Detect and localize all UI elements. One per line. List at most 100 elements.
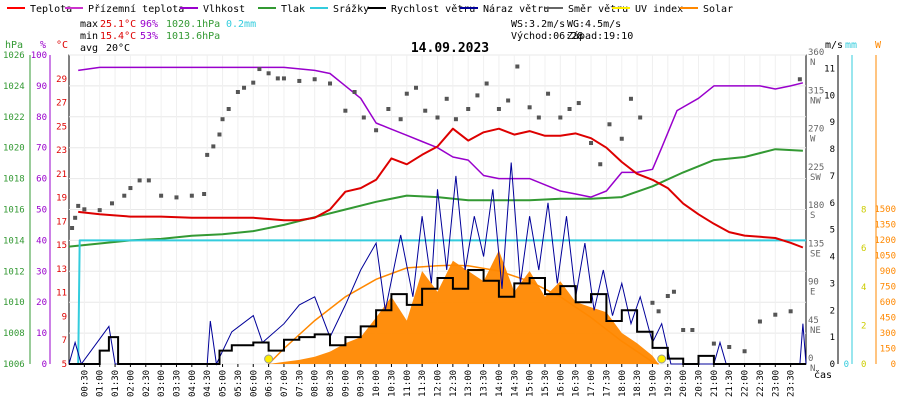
tick-label-dir: S: [810, 211, 815, 221]
stats-block: max 25.1°C 96% 1020.1hPa 0.2mm min 15.4°…: [80, 19, 633, 54]
wind-direction-point: [189, 193, 194, 198]
tick-label-degc: 9: [62, 312, 67, 322]
solar-max-line: [268, 264, 659, 365]
x-tick-label: 20:30: [695, 370, 705, 397]
wind-direction-point: [536, 115, 541, 120]
legend-swatch: [545, 7, 563, 9]
x-tick-label: 17:30: [602, 370, 612, 397]
tick-label-pct: 90: [36, 82, 47, 92]
x-tick-label: 10:30: [387, 370, 397, 397]
tick-label-w: 600: [880, 298, 896, 308]
wind-direction-point: [527, 105, 532, 110]
stat-avg-temp: 20°C: [106, 43, 130, 54]
legend-label: Srážky: [333, 3, 369, 15]
wind-direction-point: [788, 309, 793, 314]
tick-label-ms: 4: [830, 253, 835, 263]
wind-direction-point: [656, 309, 661, 314]
legend-swatch: [180, 7, 198, 9]
x-tick-label: 21:30: [725, 370, 735, 397]
tick-label-ms: 3: [830, 279, 835, 289]
wind-direction-point: [506, 98, 511, 103]
wind-direction-point: [797, 77, 802, 82]
unit-degc: °C: [56, 40, 68, 51]
tick-label-degc: 25: [56, 122, 67, 132]
x-tick-label: 04:30: [203, 370, 213, 397]
tick-label-w: 0: [891, 360, 896, 370]
tick-label-dir: E: [810, 288, 815, 298]
x-tick-label: 05:00: [219, 370, 229, 397]
x-tick-label: 01:00: [96, 370, 106, 397]
tick-label-w: 150: [880, 345, 896, 355]
wind-direction-point: [137, 178, 142, 183]
wind-direction-point: [475, 93, 480, 98]
x-tick-label: 00:30: [80, 370, 90, 397]
tick-label-hpa: 1012: [3, 267, 25, 277]
legend-label: Solar: [703, 4, 733, 15]
tick-label-pct: 80: [36, 113, 47, 123]
x-tick-label: 18:00: [618, 370, 628, 397]
wind-direction-point: [217, 132, 222, 137]
tick-label-dir: N: [810, 364, 815, 374]
tick-label-ms: 10: [824, 91, 835, 101]
left-axes: 1006100810101012101410161018102010221024…: [3, 51, 67, 370]
x-tick-label: 23:00: [771, 370, 781, 397]
x-tick-label: 04:00: [188, 370, 198, 397]
tick-label-w: 450: [880, 314, 896, 324]
tick-label-ms: 2: [830, 306, 835, 316]
tick-label-hpa: 1006: [3, 360, 25, 370]
wind-direction-point: [690, 328, 695, 332]
tick-label-hpa: 1008: [3, 329, 25, 339]
unit-time: čas: [814, 369, 832, 381]
tick-label-mm: 0: [844, 360, 849, 370]
series-humidity: [78, 66, 804, 198]
stat-max-rain: 0.2mm: [226, 19, 256, 30]
uv-marker: [264, 354, 274, 364]
unit-mm: mm: [845, 40, 857, 51]
tick-label-dir: N: [810, 58, 815, 68]
x-tick-label: 21:00: [710, 370, 720, 397]
wind-direction-point: [742, 349, 747, 354]
tick-label-w: 1350: [874, 221, 896, 231]
x-tick-label: 03:30: [172, 370, 182, 397]
stat-min-press: 1013.6hPa: [166, 31, 220, 42]
x-tick-label: 09:30: [357, 370, 367, 397]
x-tick-label: 11:00: [403, 370, 413, 397]
wind-direction-point: [414, 85, 419, 90]
wind-direction-point: [82, 207, 87, 212]
wind-direction-point: [73, 215, 78, 220]
wind-direction-point: [496, 107, 501, 111]
x-tick-label: 11:30: [418, 370, 428, 397]
x-tick-label: 08:30: [326, 370, 336, 397]
wind-direction-point: [398, 117, 403, 122]
x-tick-label: 06:30: [265, 370, 275, 397]
x-tick-label: 17:00: [587, 370, 597, 397]
x-tick-label: 23:30: [787, 370, 797, 397]
tick-label-hpa: 1016: [3, 206, 25, 216]
wind-direction-point: [220, 117, 225, 122]
tick-label-pct: 40: [36, 236, 47, 246]
tick-label-degc: 11: [56, 289, 67, 299]
wind-direction-point: [757, 319, 762, 324]
unit-pct: %: [40, 40, 46, 51]
legend-swatch: [680, 7, 698, 9]
x-axis: 00:30 01:00 01:30 02:00 02:30 03:00 03:30 04:00…: [80, 364, 797, 397]
tick-label-w: 1500: [874, 205, 896, 215]
axis-units: hPa % °C m/s mm W čas: [5, 40, 882, 381]
tick-label-dir: W: [810, 135, 816, 145]
tick-label-deg: 315: [808, 86, 824, 96]
tick-label-pct: 30: [36, 267, 47, 277]
legend-label: Směr větru: [568, 3, 628, 15]
tick-label-ms: 0: [830, 360, 835, 370]
wind-direction-point: [275, 76, 280, 81]
tick-label-hpa: 1022: [3, 113, 25, 123]
stat-min-hum: 53%: [140, 31, 158, 42]
x-tick-label: 09:00: [341, 370, 351, 397]
stat-max-temp: 25.1°C: [100, 19, 136, 30]
tick-label-degc: 15: [56, 241, 67, 251]
legend-swatch: [460, 7, 478, 9]
legend-label: Náraz větru: [483, 3, 549, 15]
tick-label-ms: 11: [824, 64, 835, 74]
tick-label-ms: 1: [830, 333, 835, 343]
wind-direction-point: [665, 294, 670, 298]
